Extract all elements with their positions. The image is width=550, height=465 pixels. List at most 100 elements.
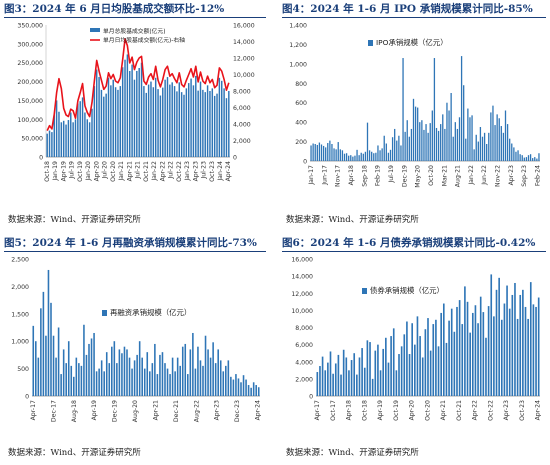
bar (176, 91, 178, 157)
x-tick-label: Aug-20 (132, 400, 139, 422)
bar (67, 120, 70, 157)
bar (206, 85, 209, 157)
bar (204, 92, 206, 157)
x-tick-label: May-20 (415, 165, 422, 188)
y-right-tick-label: 6,000 (233, 105, 251, 112)
bar (169, 374, 171, 396)
bar (214, 363, 217, 396)
bar (327, 362, 329, 396)
bar (232, 379, 235, 396)
bar (450, 93, 452, 161)
bar (100, 360, 103, 396)
bar (181, 346, 184, 396)
bar (440, 312, 442, 396)
bar (450, 308, 453, 396)
bar (361, 348, 363, 396)
bar (331, 144, 333, 161)
bar (108, 363, 111, 396)
bar (473, 149, 475, 161)
bar (389, 149, 392, 161)
bar (223, 88, 225, 157)
y-tick-label: 50,000 (21, 136, 43, 143)
bar (523, 157, 525, 161)
bar (252, 382, 255, 396)
bar (316, 372, 319, 396)
y-tick-label: 1,200 (289, 42, 307, 49)
bar (126, 54, 129, 157)
bar (360, 152, 362, 161)
bar (425, 124, 427, 161)
bar (83, 324, 85, 396)
bar (437, 346, 440, 396)
bar (78, 363, 80, 396)
bar (70, 112, 72, 157)
x-tick-label: Aug-21 (455, 165, 462, 187)
bar (463, 85, 465, 161)
bar (70, 365, 73, 396)
bar (62, 120, 65, 157)
x-tick-label: Feb-19 (375, 165, 382, 186)
bar (247, 385, 250, 396)
bar (400, 145, 402, 161)
bar (377, 145, 379, 161)
bar (138, 341, 141, 396)
bar (515, 151, 517, 161)
bar (174, 371, 176, 396)
x-tick-label: Feb-24 (535, 165, 542, 186)
x-tick-label: Jun-17 (321, 165, 328, 186)
bar (129, 71, 131, 157)
x-tick-label: Apr-20 (409, 400, 416, 420)
y-tick-label: 350,000 (17, 23, 43, 30)
bar (511, 143, 513, 161)
bar (320, 144, 323, 161)
bar (337, 142, 339, 161)
bar (190, 78, 192, 157)
y-right-tick-label: 10,000 (233, 72, 255, 79)
bar (204, 335, 207, 396)
bar (511, 294, 514, 396)
bar (213, 95, 216, 157)
bar (458, 117, 461, 161)
bar (95, 371, 98, 396)
bar (345, 153, 348, 161)
bar (417, 107, 419, 161)
x-tick-label: Apr-17 (30, 400, 37, 420)
bar (50, 302, 52, 396)
bar (53, 113, 55, 157)
x-tick-label: Dec-19 (112, 400, 119, 422)
bar (192, 332, 194, 396)
bar (67, 341, 70, 396)
bar (100, 89, 103, 157)
bar (103, 371, 105, 396)
bar (532, 304, 535, 396)
x-tick-label: Jul-21 (135, 161, 142, 180)
x-tick-label: Apr-18 (346, 400, 353, 420)
bar (77, 103, 79, 157)
bar (508, 308, 511, 396)
bar (509, 138, 511, 161)
bar (375, 152, 377, 161)
bar (398, 354, 400, 396)
bar (458, 300, 461, 396)
bar (521, 155, 523, 161)
bar (506, 124, 509, 161)
y-tick-label: 14,000 (291, 274, 313, 281)
bar (406, 321, 408, 396)
bar (111, 346, 113, 396)
bar (452, 136, 454, 161)
bar (519, 294, 522, 396)
bar (187, 374, 189, 396)
bar (498, 118, 500, 161)
bar (385, 337, 387, 396)
bar (40, 308, 42, 396)
bar (146, 352, 149, 396)
bar (332, 373, 334, 396)
bar (197, 90, 199, 157)
bar (471, 115, 473, 161)
bar (354, 155, 356, 161)
bar (202, 89, 204, 157)
bar (532, 158, 534, 161)
bar (490, 274, 493, 396)
bar (221, 80, 223, 157)
bar (32, 325, 35, 396)
